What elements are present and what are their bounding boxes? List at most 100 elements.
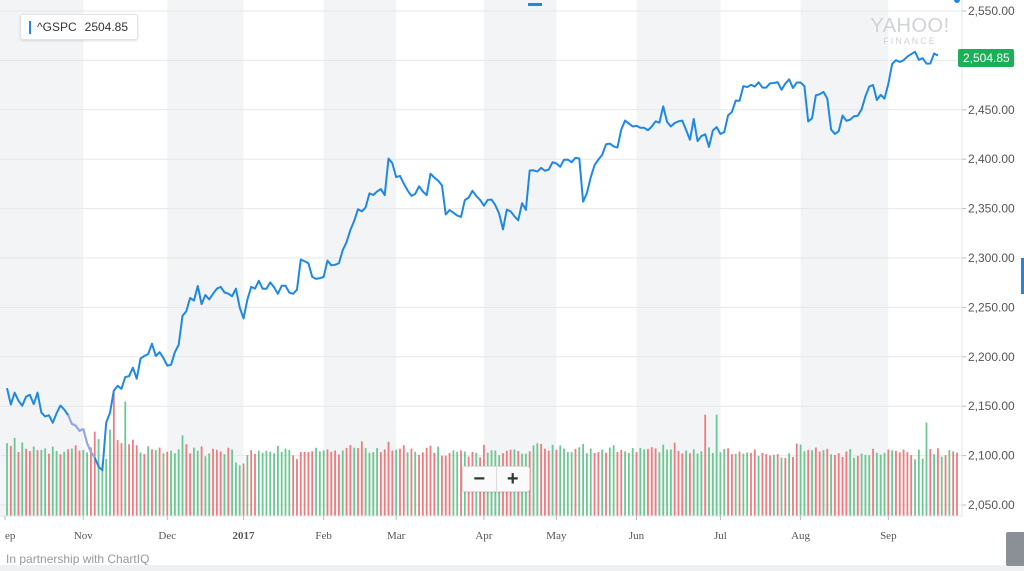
volume-bar	[799, 444, 802, 516]
volume-bar	[418, 454, 420, 516]
volume-bar	[879, 454, 882, 516]
volume-bar	[391, 450, 394, 516]
zoom-in-button[interactable]: +	[506, 467, 519, 490]
volume-bar	[792, 456, 794, 516]
volume-bar	[811, 450, 813, 516]
panel-tab-right[interactable]	[1021, 258, 1024, 294]
volume-bar	[845, 451, 848, 516]
volume-bar	[303, 451, 306, 516]
volume-bar	[898, 452, 901, 516]
y-tick-label: 2,250.00	[968, 300, 1015, 314]
series-legend[interactable]: ^GSPC 2504.85	[20, 14, 139, 40]
volume-bar	[864, 454, 867, 516]
y-tick-label: 2,300.00	[968, 251, 1015, 265]
volume-bar	[383, 449, 386, 516]
volume-bar	[185, 444, 188, 516]
volume-bar	[215, 449, 218, 516]
volume-bar	[51, 446, 54, 516]
volume-bar	[666, 449, 668, 516]
volume-bar	[536, 443, 539, 516]
volume-bar	[257, 450, 260, 516]
volume-bar	[13, 437, 16, 516]
volume-bar	[135, 445, 138, 516]
volume-bar	[849, 449, 852, 516]
volume-bar	[82, 449, 85, 516]
volume-bar	[658, 452, 661, 516]
volume-bar	[456, 451, 459, 516]
volume-bar	[589, 448, 592, 516]
volume-bar	[204, 456, 207, 516]
volume-bar	[219, 451, 222, 516]
volume-bar	[704, 414, 707, 516]
volume-bar	[761, 452, 764, 516]
x-tick-label: Apr	[475, 530, 492, 542]
volume-bar	[727, 448, 729, 516]
volume-bar	[433, 452, 436, 516]
volume-bar	[650, 447, 653, 516]
volume-bar	[925, 422, 928, 516]
volume-bar	[246, 455, 249, 516]
volume-bar	[441, 455, 443, 516]
volume-bar	[662, 444, 665, 516]
volume-bar	[124, 401, 127, 516]
volume-bar	[379, 452, 382, 516]
volume-bar	[544, 448, 546, 516]
volume-bar	[891, 450, 894, 516]
volume-bar	[586, 453, 588, 516]
volume-bar	[742, 453, 745, 516]
zoom-divider	[495, 467, 497, 491]
volume-bar	[193, 447, 195, 516]
scroll-handle[interactable]	[1006, 532, 1024, 566]
volume-bar	[692, 449, 695, 516]
x-tick-label: Mar	[387, 530, 406, 542]
volume-bar	[307, 452, 310, 516]
volume-bar	[563, 448, 565, 516]
volume-bar	[212, 448, 214, 516]
volume-bar	[284, 448, 287, 516]
bottom-scroll-track[interactable]	[0, 565, 1024, 571]
volume-bar	[795, 443, 798, 516]
volume-bar	[341, 450, 344, 516]
current-price-tag: 2,504.85	[958, 49, 1014, 67]
volume-bar	[868, 455, 871, 516]
volume-bar	[158, 447, 161, 516]
volume-bar	[410, 448, 413, 516]
volume-bar	[834, 455, 836, 516]
volume-bar	[914, 459, 916, 516]
volume-bar	[601, 449, 604, 516]
volume-bar	[143, 454, 146, 516]
legend-value: 2504.85	[84, 20, 129, 34]
volume-bar	[116, 439, 119, 516]
volume-bar	[25, 448, 27, 516]
volume-bar	[181, 435, 184, 516]
volume-bar	[940, 456, 943, 516]
volume-bar	[452, 450, 455, 516]
volume-bar	[48, 453, 50, 516]
volume-bar	[875, 452, 878, 516]
volume-bar	[299, 452, 302, 516]
volume-bar	[101, 463, 104, 516]
volume-bar	[139, 452, 142, 516]
range-handle-top[interactable]	[528, 3, 542, 6]
volume-bar	[837, 453, 840, 516]
volume-bar	[635, 452, 638, 516]
volume-bar	[334, 450, 337, 516]
volume-bar	[78, 450, 81, 516]
volume-bar	[673, 442, 676, 516]
volume-bar	[55, 451, 58, 516]
volume-bar	[318, 451, 321, 516]
volume-bar	[681, 453, 684, 516]
highlighted-segment	[67, 414, 96, 459]
volume-bar	[902, 449, 905, 516]
zoom-out-button[interactable]: −	[473, 467, 486, 490]
volume-bar	[292, 455, 295, 516]
volume-bar	[654, 448, 657, 516]
volume-bar	[578, 447, 581, 516]
volume-bar	[803, 451, 806, 516]
volume-bar	[395, 449, 398, 516]
volume-bar	[551, 444, 554, 516]
volume-bar	[280, 451, 283, 516]
x-tick-label: Aug	[791, 530, 810, 542]
volume-bar	[856, 455, 859, 516]
